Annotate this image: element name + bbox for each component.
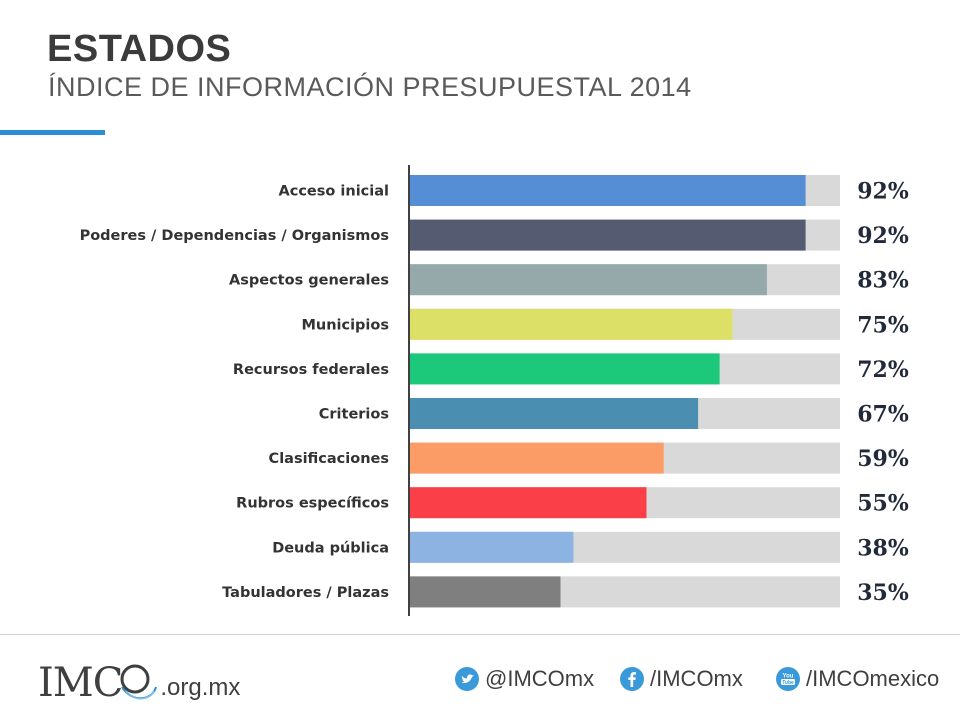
logo-swirl-icon xyxy=(120,664,158,700)
page-subtitle: ÍNDICE DE INFORMACIÓN PRESUPUESTAL 2014 xyxy=(48,72,692,102)
value-label: 92% xyxy=(857,179,909,205)
bar xyxy=(410,576,561,608)
bar xyxy=(410,264,767,296)
bar xyxy=(410,219,806,251)
value-label: 83% xyxy=(857,268,909,294)
bar xyxy=(410,175,806,206)
bar xyxy=(410,353,720,385)
title-accent-bar xyxy=(0,130,105,135)
category-label: Poderes / Dependencias / Organismos xyxy=(80,228,389,244)
category-label: Aspectos generales xyxy=(229,273,389,289)
svg-text:Tube: Tube xyxy=(782,680,794,686)
youtube-handle: /IMCOmexico xyxy=(806,666,940,691)
category-label: Acceso inicial xyxy=(279,184,389,200)
svg-text:You: You xyxy=(783,674,794,680)
imco-logo[interactable]: IMC .org.mx xyxy=(38,653,240,703)
value-label: 75% xyxy=(857,312,909,338)
value-label: 59% xyxy=(857,446,909,472)
value-label: 72% xyxy=(857,357,909,383)
page-title: ESTADOS xyxy=(47,28,232,70)
twitter-icon xyxy=(455,667,479,691)
value-label: 67% xyxy=(857,402,909,428)
bar xyxy=(410,398,699,429)
value-label: 35% xyxy=(857,580,909,606)
facebook-handle: /IMCOmx xyxy=(650,666,743,691)
logo-wordmark: IMC xyxy=(38,660,123,706)
bar xyxy=(410,531,574,563)
bar-chart: Acceso inicial 92% Poderes / Dependencias … xyxy=(80,165,909,616)
logo-domain: .org.mx xyxy=(160,674,241,701)
value-label: 92% xyxy=(857,223,909,249)
facebook-icon xyxy=(620,667,644,691)
bar xyxy=(410,487,647,519)
value-label: 38% xyxy=(857,535,909,561)
facebook-link[interactable]: /IMCOmx xyxy=(620,666,743,692)
category-label: Tabuladores / Plazas xyxy=(222,585,389,601)
category-label: Recursos federales xyxy=(233,362,389,378)
youtube-link[interactable]: You Tube /IMCOmexico xyxy=(776,666,939,692)
bar xyxy=(410,308,733,340)
category-label: Rubros específicos xyxy=(236,496,389,512)
category-label: Deuda pública xyxy=(272,540,389,556)
twitter-link[interactable]: @IMCOmx xyxy=(455,666,594,692)
bar xyxy=(410,442,664,474)
youtube-icon: You Tube xyxy=(776,667,800,691)
category-label: Criterios xyxy=(319,407,389,423)
footer: IMC .org.mx @IMCOmx /IMCOmx You Tube /IM… xyxy=(0,645,960,720)
category-label: Municipios xyxy=(301,317,389,333)
value-label: 55% xyxy=(857,491,909,517)
footer-divider xyxy=(0,634,960,635)
twitter-handle: @IMCOmx xyxy=(485,666,595,691)
category-label: Clasificaciones xyxy=(269,451,389,467)
